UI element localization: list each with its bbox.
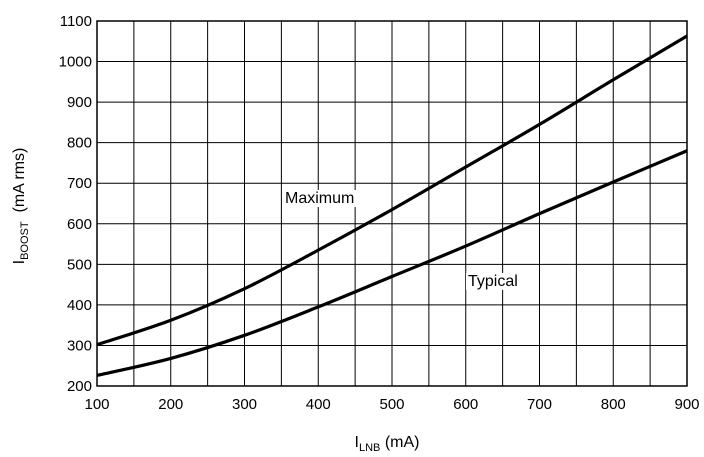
y-tick-label: 1100 [60, 13, 92, 30]
y-tick-label: 700 [67, 175, 92, 192]
series-line-typical [96, 149, 688, 378]
x-axis-title: ILNB (mA) [355, 434, 420, 454]
x-tick-label: 900 [674, 396, 699, 413]
x-tick-label: 300 [232, 396, 257, 413]
x-tick-label: 800 [601, 396, 626, 413]
y-tick-label: 300 [67, 337, 92, 354]
plot-frame [96, 20, 688, 387]
x-tick-label: 400 [306, 396, 331, 413]
x-tick-label: 600 [453, 396, 478, 413]
x-tick-label: 700 [527, 396, 552, 413]
series-label-background [466, 273, 520, 290]
x-tick-label: 100 [84, 396, 109, 413]
series-label-background [283, 190, 357, 207]
series-label-maximum: Maximum [285, 190, 354, 207]
series-line-maximum [96, 34, 688, 347]
x-tick-label: 500 [379, 396, 404, 413]
x-tick-label: 200 [158, 396, 183, 413]
y-axis-title: IBOOST (mA rms) [11, 148, 31, 265]
grid [97, 21, 687, 386]
y-tick-label: 800 [67, 135, 92, 152]
series-lines [96, 34, 688, 378]
y-tick-label: 600 [67, 216, 92, 233]
x-tick-labels: 100 200 300 400 500 600 700 800 900 [84, 396, 699, 413]
y-tick-label: 900 [67, 94, 92, 111]
y-tick-label: 1000 [59, 54, 92, 71]
y-tick-labels: 200 300 400 500 600 700 800 900 1000 1100 [59, 13, 92, 395]
y-tick-label: 500 [67, 256, 92, 273]
y-tick-label: 400 [67, 297, 92, 314]
series-label-typical: Typical [468, 273, 518, 290]
series-labels: Maximum Typical [283, 190, 520, 290]
y-tick-label: 200 [67, 378, 92, 395]
